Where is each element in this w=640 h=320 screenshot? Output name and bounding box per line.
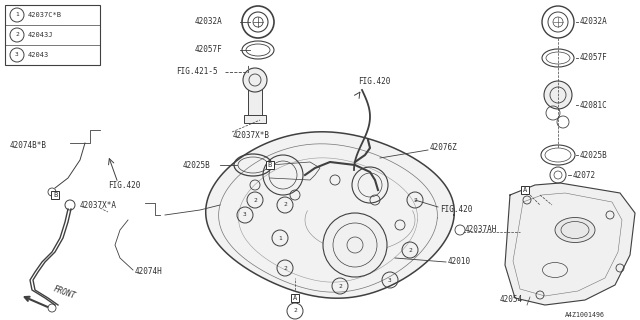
- Text: 42025B: 42025B: [580, 150, 608, 159]
- Text: 2: 2: [15, 33, 19, 37]
- Text: 42037X*A: 42037X*A: [80, 201, 117, 210]
- Text: 2: 2: [408, 247, 412, 252]
- Text: B: B: [268, 162, 272, 168]
- Text: 42037X*B: 42037X*B: [233, 131, 270, 140]
- Text: 42043J: 42043J: [28, 32, 54, 38]
- Text: 42074B*B: 42074B*B: [10, 140, 47, 149]
- Text: 42010: 42010: [448, 258, 471, 267]
- Bar: [248, 80, 262, 115]
- Ellipse shape: [555, 218, 595, 243]
- Text: 3: 3: [15, 52, 19, 58]
- Text: FIG.420: FIG.420: [108, 180, 140, 189]
- Text: 42037C*B: 42037C*B: [28, 12, 62, 18]
- Text: 42074H: 42074H: [135, 268, 163, 276]
- Text: 42081C: 42081C: [580, 100, 608, 109]
- Text: FIG.420: FIG.420: [358, 77, 390, 86]
- Polygon shape: [205, 132, 454, 298]
- Bar: [244, 115, 266, 123]
- Text: 2: 2: [338, 284, 342, 289]
- Bar: [5, 5, 100, 65]
- Text: A: A: [293, 295, 297, 301]
- Circle shape: [544, 81, 572, 109]
- Text: 42057F: 42057F: [580, 53, 608, 62]
- Text: 42037AH: 42037AH: [465, 226, 497, 235]
- Text: 2: 2: [253, 197, 257, 203]
- Text: A: A: [523, 187, 527, 193]
- Text: 42054: 42054: [500, 295, 523, 305]
- Circle shape: [323, 213, 387, 277]
- Text: 2: 2: [413, 197, 417, 203]
- Text: 2: 2: [283, 266, 287, 270]
- Text: 42043: 42043: [28, 52, 49, 58]
- Text: 1: 1: [278, 236, 282, 241]
- Text: FIG.420: FIG.420: [440, 205, 472, 214]
- Text: 1: 1: [15, 12, 19, 18]
- Text: FIG.421-5: FIG.421-5: [176, 68, 218, 76]
- Text: 42032A: 42032A: [580, 18, 608, 27]
- Circle shape: [243, 68, 267, 92]
- Text: 2: 2: [283, 203, 287, 207]
- Text: A4Z1001496: A4Z1001496: [565, 312, 605, 318]
- Text: 42057F: 42057F: [195, 45, 223, 54]
- Text: FRONT: FRONT: [52, 285, 77, 301]
- Text: 2: 2: [293, 308, 297, 314]
- Text: 42076Z: 42076Z: [430, 143, 458, 153]
- Text: 42072: 42072: [573, 171, 596, 180]
- Text: 3: 3: [388, 277, 392, 283]
- Text: B: B: [53, 192, 57, 198]
- Polygon shape: [505, 183, 635, 305]
- Text: 3: 3: [243, 212, 247, 218]
- Text: 42032A: 42032A: [195, 18, 223, 27]
- Text: 42025B: 42025B: [183, 161, 211, 170]
